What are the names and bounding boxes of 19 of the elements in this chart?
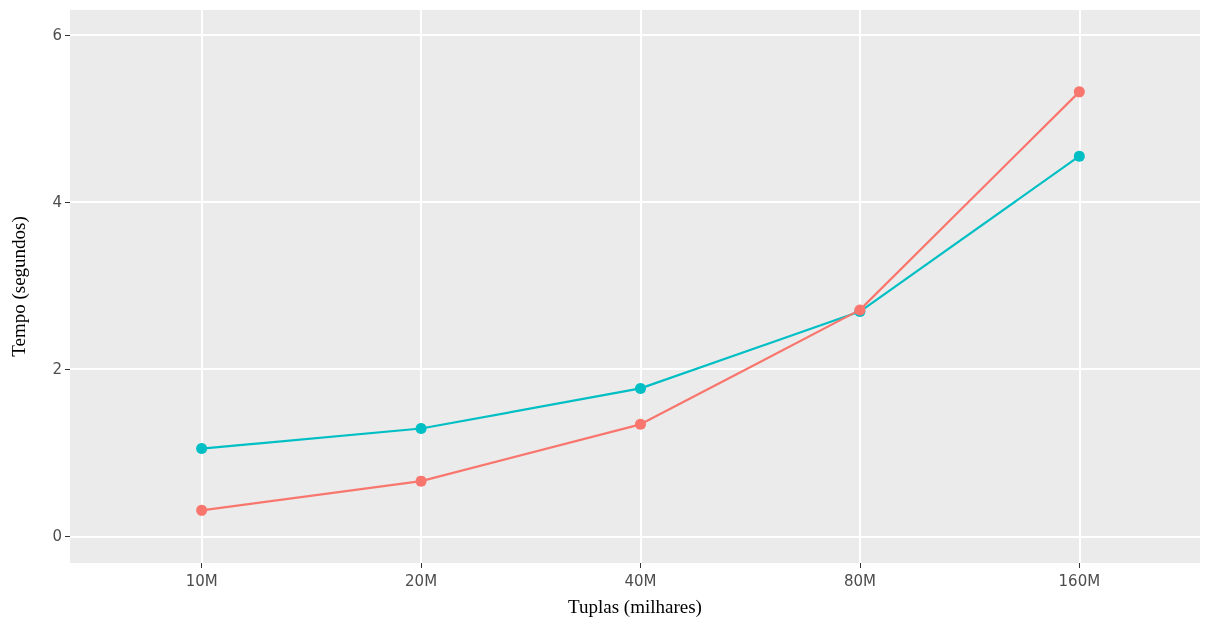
y-tick-label: 0 [52, 527, 62, 546]
point [196, 504, 208, 516]
x-axis-title: Tuplas (milhares) [568, 596, 702, 618]
x-tick-label: 40M [624, 571, 657, 590]
point [635, 382, 646, 394]
y-tick-label: 4 [52, 193, 62, 212]
y-tick-label: 6 [52, 26, 62, 45]
x-tick-label: 80M [843, 571, 876, 590]
point [1073, 150, 1085, 162]
y-tick-label: 2 [52, 360, 62, 379]
point [196, 443, 208, 455]
x-tick-label: 10M [185, 571, 218, 590]
x-tick-label: 20M [405, 571, 438, 590]
point [1073, 86, 1085, 98]
point [415, 475, 427, 487]
point [635, 418, 646, 430]
x-tick-label: 160M [1058, 571, 1101, 590]
y-axis-title: Tempo (segundos) [8, 216, 30, 357]
point [415, 423, 427, 435]
